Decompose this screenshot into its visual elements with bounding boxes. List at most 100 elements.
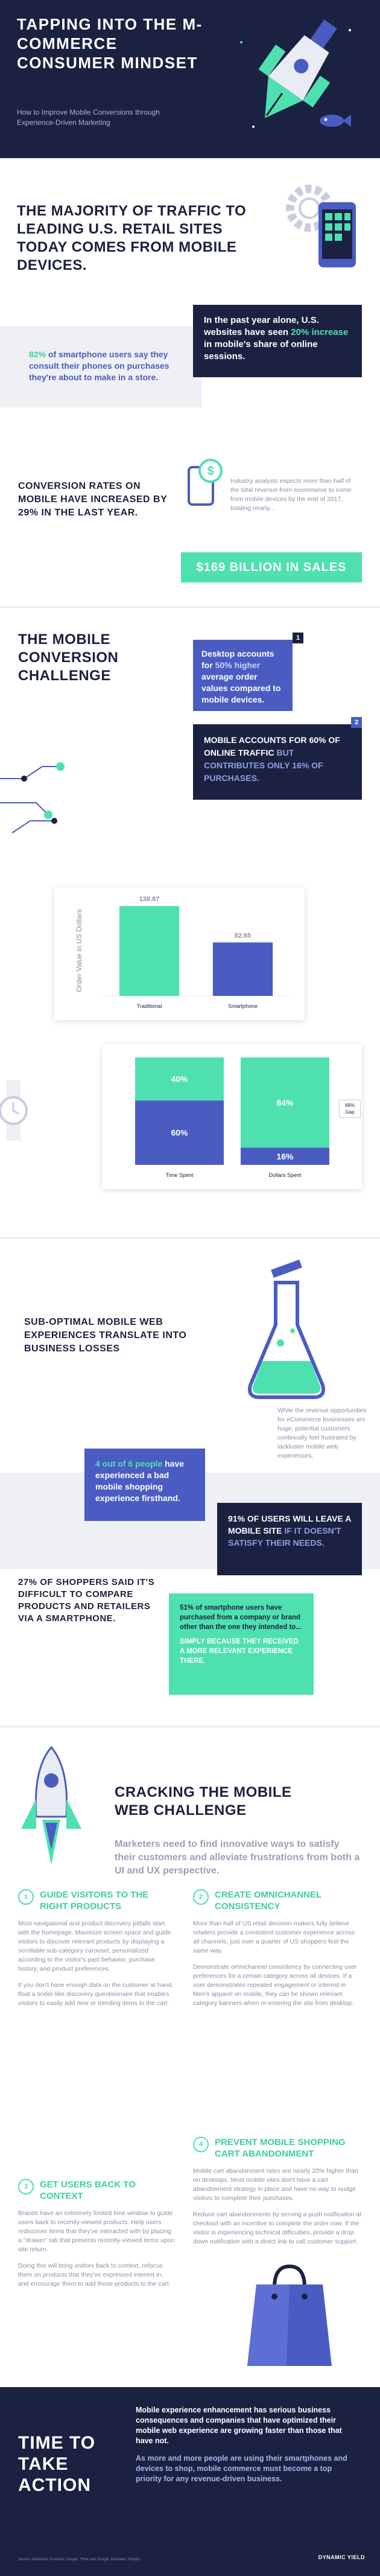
tip-text: Brands have an extremely limited time wi… [18,2210,175,2253]
tip-title: PREVENT MOBILE SHOPPING CART ABANDONMENT [215,2137,346,2159]
bar-segment [135,1057,224,1101]
box-highlight: 20% increase [291,327,349,337]
box-text: In the past year alone, U.S. websites ha… [204,315,319,337]
stat-text: of smartphone users say they consult the… [29,349,169,382]
flask-icon [248,1259,325,1399]
tip-title: GET USERS BACK TO CONTEXT [40,2179,136,2201]
tip-title: GUIDE VISITORS TO THE RIGHT PRODUCTS [40,1890,149,1911]
x-tick-label: Dollars Spent [268,1172,302,1178]
fact-text: Desktop accounts for [201,649,274,670]
order-value-card: Order Value in US Dollars 138.87 Tradition… [54,887,305,1020]
box-highlight: 4 out of 6 people [95,1459,163,1468]
challenge-title: THE MOBILE CONVERSION CHALLENGE [18,631,119,684]
conversion-text: Industry analysts expects more than half… [230,477,352,512]
y-axis-label: Order Value in US Dollars [75,909,83,992]
source-note: Source: eMarketer, Forrester, Google, Th… [18,2558,140,2562]
phone-gear-icon [286,185,356,267]
relevant-experience-box: 51% of smartphone users have purchased f… [169,1593,314,1695]
fact-box: Desktop accounts for 50% higher average … [193,640,293,711]
tip-number: 3 [18,2179,34,2195]
bar-segment [241,1147,329,1165]
stat-panel [0,326,202,407]
sales-box: $169 BILLION IN SALES [181,552,362,582]
divider [0,607,380,608]
box-text: have experienced a bad mobile shopping e… [95,1459,185,1503]
x-tick-label: Traditional [137,1003,162,1009]
leave-site-box: 91% OF USERS WILL LEAVE A MOBILE SITE IF… [217,1503,362,1575]
losses-intro: While the revenue opportunities for eCom… [277,1407,367,1459]
fact-number: 1 [293,633,303,643]
rocket-icon [21,1745,81,1865]
tip-number: 4 [193,2137,209,2152]
smartphone-stat: 82% of smartphone users say they consult… [29,349,171,383]
tip: 3 GET USERS BACK TO CONTEXT Brands have an… [18,2179,175,2289]
value-label: 82.65 [235,932,252,939]
box-text: IF IT DOESN'T SATISFY THEIR NEEDS. [228,1526,341,1548]
page-title: TAPPING INTO THE M-COMMERCE CONSUMER MIN… [17,15,203,72]
segment-label: 84% [276,1098,294,1108]
box-text: in mobile's share of online sessions. [204,339,318,362]
tip-text: Reduce cart abandonments by serving a pu… [193,2211,362,2245]
value-label: 138.87 [139,896,160,903]
fact-number: 2 [351,717,362,728]
brand-logo: DYNAMIC YIELD [318,2554,365,2560]
box-text: 51% of smartphone users have purchased f… [180,1604,302,1631]
compare-stat: 27% OF SHOPPERS SAID IT'S DIFFICULT TO C… [18,1577,155,1624]
tip-text: If you don't have enough data on the cus… [18,1981,174,2007]
time-dollars-card: 60% 40% Time Spent 16% 84% Dollars Spent 68% … [103,1044,362,1189]
divider [0,1726,380,1727]
circuit-decoration [0,762,65,834]
action-text: Mobile experience enhancement has seriou… [136,2406,342,2445]
fact-text: average order values compared to mobile … [201,672,281,704]
segment-label: 40% [171,1074,188,1084]
x-tick-label: Smartphone [228,1003,258,1009]
stat-highlight: 82% [29,349,46,359]
x-tick-label: Time Spent [166,1172,194,1178]
tip-text: Demonstrate omnichannel consistency by c… [193,1963,357,2007]
tip-text: Doing this will bring visitors back to c… [18,2262,171,2287]
watch-decoration [0,1080,28,1141]
box-emphasis: SIMPLY BECAUSE THEY RECEIVED A MORE RELE… [180,1638,299,1665]
action-text: As more and more people are using their … [136,2454,347,2483]
tip-number: 2 [193,1889,209,1905]
losses-title: SUB-OPTIMAL MOBILE WEB EXPERIENCES TRANS… [24,1317,187,1354]
fact-highlight: MOBILE ACCOUNTS FOR 60% OF ONLINE TRAFFI… [204,735,340,757]
page-subtitle: How to Improve Mobile Conversions throug… [17,108,160,127]
action-panel [0,2387,380,2576]
fact-box: MOBILE ACCOUNTS FOR 60% OF ONLINE TRAFFI… [193,724,362,800]
tip-number: 1 [18,1889,34,1905]
cracking-title: CRACKING THE MOBILE WEB CHALLENGE [115,1784,292,1819]
rocket-pen-illustration [240,19,351,128]
sessions-box: In the past year alone, U.S. websites ha… [193,305,362,377]
conversion-title: CONVERSION RATES ON MOBILE HAVE INCREASE… [18,481,167,518]
fact-highlight: 50% higher [215,660,261,670]
traffic-title: THE MAJORITY OF TRAFFIC TO LEADING U.S. … [17,203,247,273]
bar-segment [241,1057,329,1148]
stacked-bar-chart: 60% 40% Time Spent 16% 84% Dollars Spent [135,1057,329,1178]
segment-label: 60% [171,1128,188,1138]
tip-title: CREATE OMNICHANNEL CONSISTENCY [215,1890,321,1911]
tip: 2 CREATE OMNICHANNEL CONSISTENCY More than… [193,1889,362,2008]
fact-text: BUT CONTRIBUTES ONLY 16% OF PURCHASES. [204,748,323,783]
bar-chart: Order Value in US Dollars 138.87 Tradition… [75,896,290,1009]
gap-annotation: 68% Gap [339,1100,361,1118]
tip-text: More than half of US retail decision-mak… [193,1920,355,1954]
header [0,0,380,158]
divider [0,1237,380,1239]
tip: 1 GUIDE VISITORS TO THE RIGHT PRODUCTS Mos… [18,1889,175,2008]
svg-text:$: $ [207,465,214,478]
bad-experience-box: 4 out of 6 people have experienced a bad… [84,1449,205,1521]
action-title: TIME TO TAKE ACTION [18,2433,96,2495]
box-highlight: 91% OF USERS WILL LEAVE A MOBILE SITE [228,1514,351,1535]
bar [119,906,180,996]
tip-text: Mobile cart abandonment rates are nearly… [193,2167,358,2202]
tip-text: Most navigational and product discovery … [18,1920,171,1972]
cracking-subtitle: Marketers need to find innovative ways t… [115,1839,360,1876]
bar-segment [135,1100,224,1165]
shopping-bag-icon [247,2264,332,2366]
dollar-phone-icon: $ [188,459,223,506]
segment-label: 16% [276,1152,294,1161]
tip: 4 PREVENT MOBILE SHOPPING CART ABANDONMEN… [193,2137,362,2246]
bar [212,942,273,996]
